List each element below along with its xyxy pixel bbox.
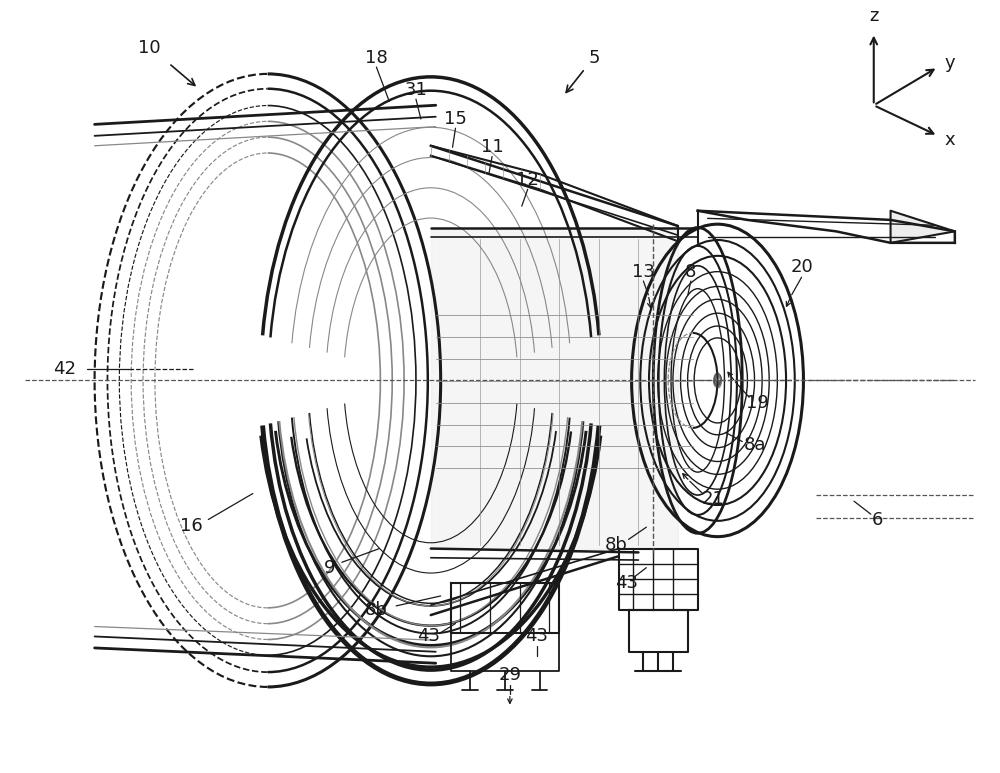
- Text: 42: 42: [53, 360, 76, 378]
- Text: 43: 43: [525, 628, 548, 645]
- Polygon shape: [891, 211, 955, 243]
- Text: z: z: [869, 7, 878, 25]
- Text: 11: 11: [481, 138, 503, 156]
- Text: 31: 31: [405, 81, 427, 99]
- Text: 21: 21: [701, 490, 724, 508]
- Text: 8b: 8b: [605, 536, 628, 553]
- Text: 13: 13: [632, 263, 655, 281]
- Polygon shape: [431, 227, 678, 549]
- Text: 19: 19: [746, 394, 769, 412]
- Text: 29: 29: [498, 666, 521, 683]
- Text: x: x: [945, 131, 956, 148]
- Text: 12: 12: [516, 171, 539, 189]
- Text: 8: 8: [685, 263, 697, 281]
- Text: 15: 15: [444, 110, 467, 128]
- Text: 6: 6: [872, 510, 883, 529]
- Text: 8b: 8b: [365, 601, 388, 618]
- Text: 43: 43: [615, 574, 638, 592]
- Text: 18: 18: [365, 49, 388, 67]
- Text: 16: 16: [180, 516, 203, 535]
- Text: 9: 9: [324, 559, 336, 577]
- Text: 43: 43: [417, 628, 440, 645]
- Text: 20: 20: [790, 258, 813, 276]
- Text: 10: 10: [138, 39, 160, 57]
- Text: 8a: 8a: [744, 437, 766, 455]
- Text: 5: 5: [588, 49, 600, 67]
- Text: y: y: [945, 54, 956, 72]
